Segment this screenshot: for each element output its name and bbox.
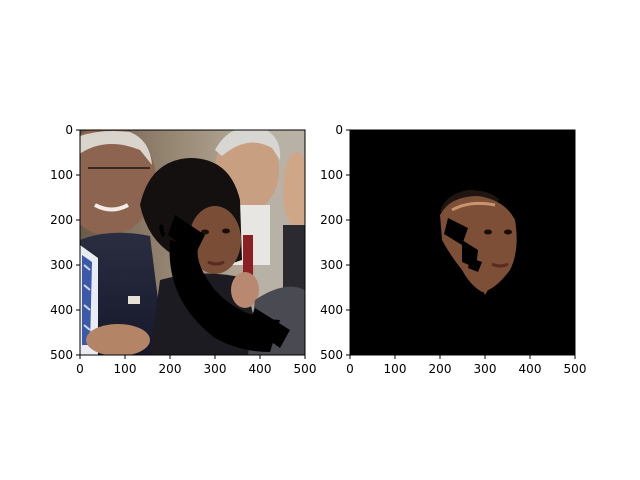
y-tick-label: 100 xyxy=(50,168,73,182)
x-tick-label: 400 xyxy=(249,362,272,376)
x-tick-label: 300 xyxy=(204,362,227,376)
y-tick-label: 500 xyxy=(320,348,343,362)
left-panel xyxy=(79,129,306,356)
y-tick-label: 300 xyxy=(320,258,343,272)
x-tick-label: 200 xyxy=(159,362,182,376)
y-tick-label: 200 xyxy=(320,213,343,227)
y-tick-label: 400 xyxy=(50,303,73,317)
x-tick-label: 400 xyxy=(519,362,542,376)
right-axes-frame xyxy=(349,129,576,356)
segmented-image xyxy=(350,130,575,355)
y-tick-label: 500 xyxy=(50,348,73,362)
x-tick-label: 200 xyxy=(429,362,452,376)
x-tick-label: 300 xyxy=(474,362,497,376)
x-tick-label: 100 xyxy=(114,362,137,376)
y-tick-label: 200 xyxy=(50,213,73,227)
right-panel xyxy=(349,129,576,356)
x-tick-label: 0 xyxy=(76,362,84,376)
x-tick-label: 100 xyxy=(384,362,407,376)
y-tick-label: 100 xyxy=(320,168,343,182)
y-tick-label: 0 xyxy=(335,123,343,137)
x-tick-label: 0 xyxy=(346,362,354,376)
y-tick-label: 0 xyxy=(65,123,73,137)
photo-image xyxy=(80,130,305,355)
left-axes-frame xyxy=(79,129,306,356)
x-tick-label: 500 xyxy=(564,362,587,376)
x-tick-label: 500 xyxy=(294,362,317,376)
y-tick-label: 400 xyxy=(320,303,343,317)
y-tick-label: 300 xyxy=(50,258,73,272)
